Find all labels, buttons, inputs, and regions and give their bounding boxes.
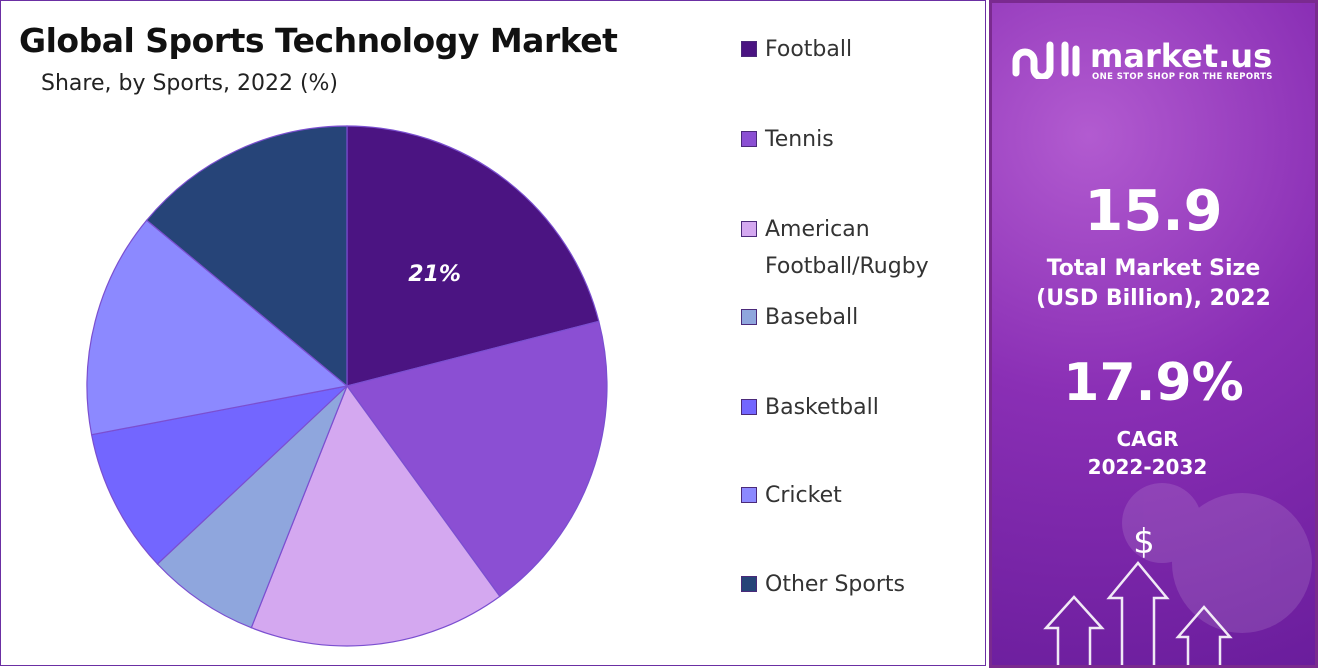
market-size-label: Total Market Size (USD Billion), 2022 — [992, 254, 1315, 314]
pie-slice-american-football-rugby — [250, 384, 501, 647]
pie-slice-football — [346, 125, 600, 387]
dollar-icon: $ — [1133, 522, 1155, 562]
pie-slice-baseball — [156, 385, 348, 629]
legend-label: American Football/Rugby — [765, 217, 929, 279]
legend-item: Cricket — [741, 477, 970, 514]
legend-label: Other Sports — [765, 572, 905, 597]
market-size-label-line2: (USD Billion), 2022 — [1036, 286, 1271, 311]
chart-title: Global Sports Technology Market — [19, 21, 618, 60]
legend-item: Football — [741, 31, 970, 68]
cagr-label: CAGR 2022-2032 — [992, 425, 1309, 481]
pie-data-label: 21% — [408, 262, 461, 287]
legend-swatch — [741, 399, 757, 415]
legend-label: Basketball — [765, 395, 879, 420]
legend-label: Tennis — [765, 127, 834, 152]
pie-slice-cricket — [86, 219, 349, 436]
legend-swatch — [741, 576, 757, 592]
market-size-label-line1: Total Market Size — [1046, 256, 1261, 281]
legend-item: Basketball — [741, 389, 970, 426]
market-us-logo-icon — [1012, 41, 1080, 79]
legend-swatch — [741, 487, 757, 503]
market-size-value: 15.9 — [1084, 179, 1223, 244]
brand-tagline: ONE STOP SHOP FOR THE REPORTS — [1092, 72, 1273, 82]
legend-label: Baseball — [765, 305, 859, 330]
legend-item: Baseball — [741, 299, 970, 336]
legend-swatch — [741, 41, 757, 57]
pie-slice-other-sports — [145, 125, 348, 388]
legend-label: Cricket — [765, 483, 842, 508]
chart-subtitle: Share, by Sports, 2022 (%) — [41, 71, 339, 96]
legend-label: Football — [765, 37, 853, 62]
cagr-label-line2: 2022-2032 — [1087, 455, 1208, 479]
legend-item: Tennis — [741, 121, 970, 158]
cagr-label-line1: CAGR — [1116, 427, 1179, 451]
chart-panel: Global Sports Technology Market Share, b… — [0, 0, 986, 666]
cagr-value: 17.9% — [1063, 353, 1244, 413]
brand-name: market.us — [1090, 37, 1273, 75]
pie-slice-tennis — [345, 320, 608, 598]
legend-item: Other Sports — [741, 566, 970, 603]
info-panel: $ market.us ONE STOP SHOP FOR THE REPORT… — [989, 0, 1318, 668]
legend-swatch — [741, 309, 757, 325]
growth-arrows-graphic: $ — [1043, 483, 1312, 665]
legend-item: American Football/Rugby — [741, 211, 970, 285]
pie-slice-basketball — [90, 385, 349, 565]
legend-swatch — [741, 221, 757, 237]
legend-swatch — [741, 131, 757, 147]
pie-chart: 21% — [86, 125, 608, 647]
